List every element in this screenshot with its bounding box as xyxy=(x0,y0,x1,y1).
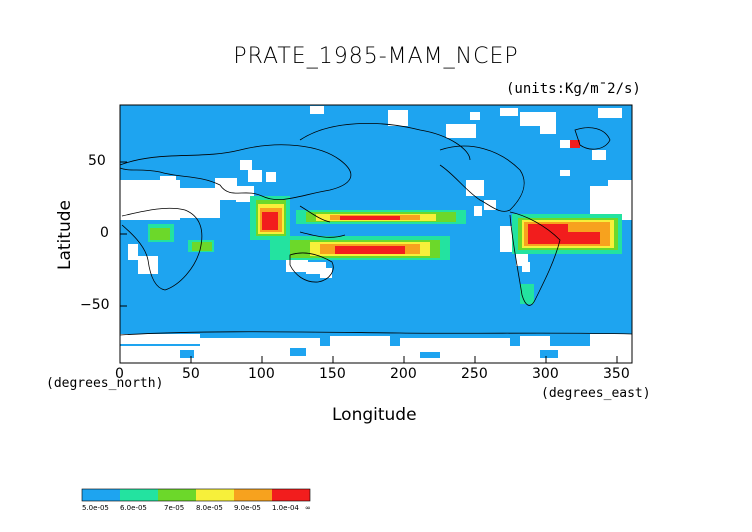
x-tick-350: 350 xyxy=(603,366,630,382)
legend-swatch-3 xyxy=(158,489,196,501)
units-label: (units:Kg/m¯2/s) xyxy=(506,81,641,97)
x-axis-units: (degrees_east) xyxy=(541,386,651,401)
x-tick-50: 50 xyxy=(182,366,200,382)
legend-label-5: 9.0e-05 xyxy=(234,504,261,512)
precip-level-6 xyxy=(262,140,600,254)
x-tick-150: 150 xyxy=(319,366,346,382)
x-tick-0: 0 xyxy=(115,366,124,382)
legend-swatch-2 xyxy=(120,489,158,501)
y-axis-units: (degrees_north) xyxy=(46,376,164,391)
legend-label-3: 7e-05 xyxy=(164,504,185,512)
x-tick-200: 200 xyxy=(390,366,417,382)
legend-swatch-1 xyxy=(82,489,120,501)
legend-swatch-5 xyxy=(234,489,272,501)
axis-ticks xyxy=(119,161,618,363)
x-tick-250: 250 xyxy=(461,366,488,382)
x-axis-label: Longitude xyxy=(332,405,417,425)
y-tick-0: 0 xyxy=(100,225,109,241)
legend-label-4: 8.0e-05 xyxy=(196,504,223,512)
antarctic-blue-gaps xyxy=(180,348,558,358)
x-tick-300: 300 xyxy=(532,366,559,382)
y-axis-label: Latitude xyxy=(55,200,75,270)
legend-label-1: 5.0e-05 xyxy=(82,504,109,512)
legend-label-6: 1.0e-04 xyxy=(272,504,299,512)
legend-swatch-6 xyxy=(272,489,310,501)
legend-colorbar xyxy=(81,488,311,502)
legend-swatch-4 xyxy=(196,489,234,501)
chart-title: PRATE_1985-MAM_NCEP xyxy=(233,44,519,69)
y-tick-minus-50: −50 xyxy=(80,297,110,313)
coastlines xyxy=(119,123,633,336)
legend-label-7: ∞ xyxy=(305,504,311,512)
x-tick-100: 100 xyxy=(248,366,275,382)
y-tick-50: 50 xyxy=(88,153,106,169)
legend-label-2: 6.0e-05 xyxy=(120,504,147,512)
